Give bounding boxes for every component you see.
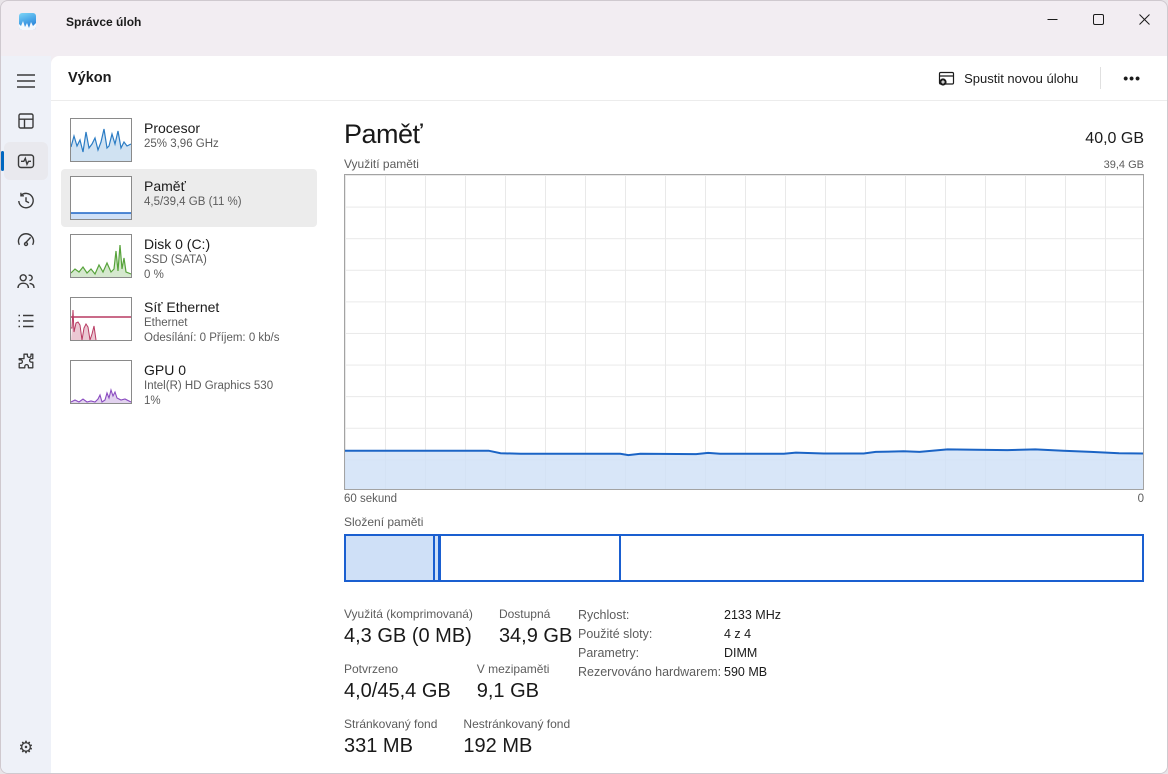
memory-usage-area-series bbox=[345, 448, 1143, 489]
device-stat: 25% 3,96 GHz bbox=[144, 138, 219, 150]
nav-users[interactable] bbox=[4, 262, 48, 300]
memory-usage-chart bbox=[344, 174, 1144, 490]
memory-usage-chart-label: Využití paměti bbox=[344, 157, 419, 171]
composition-band bbox=[438, 536, 441, 580]
nav-details[interactable] bbox=[4, 302, 48, 340]
device-title: GPU 0 bbox=[144, 362, 187, 378]
services-puzzle-icon bbox=[18, 353, 34, 369]
detail-label-slots: Použité sloty: bbox=[578, 627, 653, 641]
detail-label-form-factor: Parametry: bbox=[578, 646, 640, 660]
more-options-button[interactable]: ••• bbox=[1111, 64, 1153, 92]
device-stat: SSD (SATA) bbox=[144, 254, 207, 266]
detail-label-speed: Rychlost: bbox=[578, 608, 630, 622]
detail-value-speed: 2133 MHz bbox=[724, 608, 781, 622]
composition-band bbox=[346, 536, 433, 580]
detail-value-slots: 4 z 4 bbox=[724, 627, 752, 641]
stat-paged-pool: Stránkovaný fond 331 MB bbox=[344, 717, 438, 757]
memory-panel: Paměť 40,0 GB Využití paměti 39,4 GB bbox=[344, 111, 1144, 773]
device-title: Síť Ethernet bbox=[144, 299, 220, 315]
hamburger-menu-icon bbox=[17, 74, 35, 88]
new-task-icon bbox=[938, 71, 955, 86]
memory-composition-bar bbox=[344, 534, 1144, 582]
device-stat: 0 % bbox=[144, 269, 164, 281]
memory-title: Paměť bbox=[344, 119, 423, 149]
stat-committed: Potvrzeno 4,0/45,4 GB bbox=[344, 662, 451, 702]
close-button[interactable] bbox=[1121, 1, 1167, 37]
chart-max-value: 39,4 GB bbox=[1103, 159, 1144, 171]
memory-thumbnail-chart bbox=[70, 176, 132, 220]
processes-icon bbox=[18, 113, 34, 129]
composition-band bbox=[435, 536, 439, 580]
window-title: Správce úloh bbox=[66, 14, 142, 29]
title-bar: Správce úloh bbox=[1, 1, 1167, 56]
page-header: Výkon Spustit novou úlohu ••• bbox=[51, 56, 1167, 101]
minimize-icon bbox=[1047, 18, 1057, 20]
nav-services[interactable] bbox=[4, 342, 48, 380]
ellipsis-icon: ••• bbox=[1123, 70, 1141, 86]
detail-value-form-factor: DIMM bbox=[724, 646, 758, 660]
minimize-button[interactable] bbox=[1029, 1, 1075, 37]
stat-in-use: Využitá (komprimovaná) 4,3 GB (0 MB) bbox=[344, 607, 473, 647]
gear-icon: ⚙ bbox=[18, 738, 34, 757]
run-new-task-button[interactable]: Spustit novou úlohu bbox=[926, 63, 1090, 94]
memory-composition-label: Složení paměti bbox=[344, 515, 424, 529]
run-new-task-label: Spustit novou úlohu bbox=[964, 70, 1079, 86]
detail-value-hw-reserved: 590 MB bbox=[724, 665, 768, 679]
device-title: Disk 0 (C:) bbox=[144, 236, 211, 252]
device-stat: 1% bbox=[144, 395, 161, 407]
memory-stats: Využitá (komprimovaná) 4,3 GB (0 MB) Dos… bbox=[344, 606, 1144, 760]
window-controls bbox=[1029, 1, 1167, 37]
maximize-button[interactable] bbox=[1075, 1, 1121, 37]
stat-nonpaged-pool: Nestránkovaný fond 192 MB bbox=[463, 717, 571, 757]
device-title: Paměť bbox=[144, 178, 186, 194]
disk-thumbnail-chart bbox=[70, 234, 132, 278]
cpu-thumbnail-chart bbox=[70, 118, 132, 162]
memory-total-capacity: 40,0 GB bbox=[1085, 130, 1144, 147]
device-title: Procesor bbox=[144, 120, 201, 136]
title-bar-left: Správce úloh bbox=[1, 1, 141, 30]
x-axis-left-label: 60 sekund bbox=[344, 493, 398, 505]
device-stat: Intel(R) HD Graphics 530 bbox=[144, 380, 274, 392]
gpu-thumbnail-chart bbox=[70, 360, 132, 404]
device-item-memory[interactable]: Paměť 4,5/39,4 GB (11 %) bbox=[61, 169, 317, 227]
device-item-network[interactable]: Síť Ethernet Ethernet Odesílání: 0 Příje… bbox=[61, 290, 317, 353]
header-divider bbox=[1100, 67, 1102, 89]
close-icon bbox=[1138, 13, 1150, 25]
nav-performance[interactable] bbox=[1, 142, 48, 180]
users-icon bbox=[17, 274, 35, 289]
stat-cached: V mezipaměti 9,1 GB bbox=[476, 662, 550, 702]
maximize-icon bbox=[1092, 13, 1104, 25]
network-thumbnail-chart bbox=[70, 297, 132, 341]
main-card: Výkon Spustit novou úlohu ••• bbox=[51, 56, 1167, 773]
composition-band bbox=[620, 536, 1142, 580]
details-list-icon bbox=[18, 314, 34, 328]
nav-startup-apps[interactable] bbox=[4, 222, 48, 260]
settings-button[interactable]: ⚙ bbox=[4, 729, 48, 767]
performance-icon bbox=[17, 154, 35, 169]
performance-device-list: Procesor 25% 3,96 GHz Paměť bbox=[61, 111, 317, 773]
hardware-details: Rychlost: 2133 MHz Použité sloty: 4 z 4 … bbox=[578, 608, 781, 679]
app-history-icon bbox=[18, 192, 34, 209]
page-title: Výkon bbox=[68, 70, 112, 86]
device-item-cpu[interactable]: Procesor 25% 3,96 GHz bbox=[61, 111, 317, 169]
stat-available: Dostupná 34,9 GB bbox=[498, 607, 573, 647]
device-item-gpu[interactable]: GPU 0 Intel(R) HD Graphics 530 1% bbox=[61, 353, 317, 416]
device-stat: 4,5/39,4 GB (11 %) bbox=[144, 196, 242, 208]
device-item-disk[interactable]: Disk 0 (C:) SSD (SATA) 0 % bbox=[61, 227, 317, 290]
x-axis-right-label: 0 bbox=[1137, 493, 1144, 505]
navigation-rail: ⚙ bbox=[1, 56, 51, 773]
nav-processes[interactable] bbox=[4, 102, 48, 140]
chart-x-axis: 60 sekund 0 bbox=[344, 493, 1144, 505]
composition-band bbox=[432, 536, 436, 580]
composition-band bbox=[618, 536, 621, 580]
composition-band bbox=[440, 536, 619, 580]
menu-button[interactable] bbox=[4, 62, 48, 100]
nav-app-history[interactable] bbox=[4, 182, 48, 220]
device-stat: Ethernet bbox=[144, 317, 188, 329]
device-stat: Odesílání: 0 Příjem: 0 kb/s bbox=[144, 332, 280, 344]
detail-label-hw-reserved: Rezervováno hardwarem: bbox=[578, 665, 722, 679]
task-manager-app-icon bbox=[19, 13, 36, 30]
startup-apps-icon bbox=[17, 233, 35, 247]
